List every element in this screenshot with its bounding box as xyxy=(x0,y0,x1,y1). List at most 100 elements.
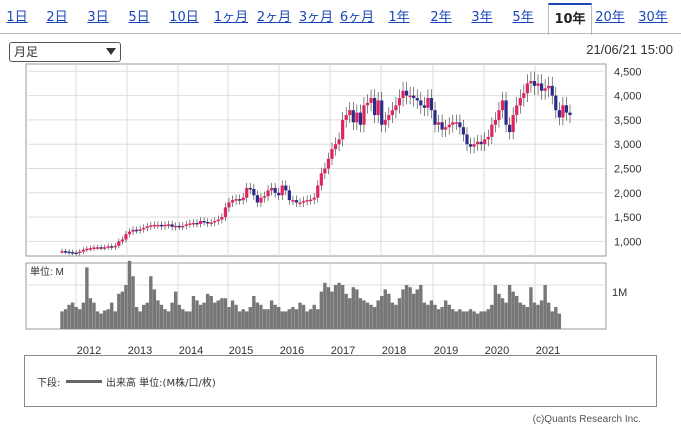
tab-5[interactable]: 1ヶ月 xyxy=(213,10,249,25)
candle xyxy=(195,222,199,225)
volume-bar xyxy=(380,296,384,329)
volume-bar xyxy=(74,307,78,329)
volume-tick-label: 1M xyxy=(612,287,627,299)
volume-bar xyxy=(483,311,487,329)
volume-bar xyxy=(138,311,142,329)
tab-14[interactable]: 20年 xyxy=(595,10,625,25)
price-plot-frame xyxy=(25,63,607,257)
volume-bar xyxy=(284,311,288,329)
volume-unit-label: 単位: M xyxy=(30,265,64,278)
tab-3[interactable]: 5日 xyxy=(128,10,150,25)
candle xyxy=(273,187,277,193)
candle xyxy=(380,100,384,125)
volume-bar xyxy=(127,260,132,329)
candle xyxy=(504,100,508,125)
tab-2[interactable]: 3日 xyxy=(87,10,109,25)
candle xyxy=(468,144,473,147)
candle xyxy=(156,224,160,227)
candle xyxy=(408,95,412,98)
volume-bar xyxy=(401,289,405,329)
copyright-notice: (c)Quants Research Inc. xyxy=(532,414,641,425)
volume-bars xyxy=(60,260,562,329)
candle xyxy=(316,185,320,198)
volume-bar xyxy=(230,300,235,329)
tab-0[interactable]: 1日 xyxy=(6,10,28,25)
volume-bar xyxy=(81,302,86,329)
candle xyxy=(394,105,398,111)
tab-10[interactable]: 2年 xyxy=(430,10,452,25)
candle xyxy=(529,81,533,84)
candle xyxy=(525,83,529,94)
chevron-down-icon xyxy=(106,48,116,55)
volume-bar xyxy=(301,304,306,329)
candle xyxy=(74,252,78,255)
candle xyxy=(245,187,249,198)
date-axis-labels: 2012 2013 2014 2015 2016 2017 2018 2019 2020 2021 xyxy=(77,345,560,355)
candle xyxy=(447,124,451,128)
year-tick-label: 2021 xyxy=(536,345,560,355)
candle xyxy=(351,110,355,123)
tab-11[interactable]: 3年 xyxy=(471,10,493,25)
candle xyxy=(476,141,480,145)
volume-bar xyxy=(92,302,96,329)
volume-bar xyxy=(390,302,395,329)
candle xyxy=(415,98,419,101)
volume-bar xyxy=(156,300,160,329)
candle xyxy=(373,98,377,116)
tab-8[interactable]: 6ヶ月 xyxy=(339,10,375,25)
price-candles xyxy=(60,71,572,256)
volume-bar xyxy=(88,298,93,329)
volume-bar xyxy=(166,311,171,329)
candle xyxy=(568,112,572,116)
volume-bar xyxy=(436,309,441,329)
volume-bar xyxy=(294,309,299,329)
candle xyxy=(479,141,483,145)
volume-bar xyxy=(70,302,75,329)
candle xyxy=(561,105,565,118)
price-tick-label: 4,500 xyxy=(614,66,642,78)
tab-12[interactable]: 5年 xyxy=(512,10,534,25)
volume-bar xyxy=(131,276,135,329)
tab-1[interactable]: 2日 xyxy=(46,10,68,25)
candle xyxy=(220,217,224,220)
candle xyxy=(170,224,174,227)
candle xyxy=(227,202,231,208)
candle xyxy=(547,85,551,89)
volume-bar xyxy=(507,285,512,329)
volume-bar xyxy=(536,304,540,329)
candle xyxy=(177,225,181,228)
tab-6[interactable]: 2ヶ月 xyxy=(256,10,292,25)
candle xyxy=(135,229,139,232)
tab-13[interactable]: 10年 xyxy=(548,3,592,35)
volume-bar xyxy=(497,293,501,329)
volume-bar xyxy=(348,298,352,329)
volume-bar xyxy=(67,304,71,329)
volume-bar xyxy=(252,296,256,329)
candle-period-select[interactable]: 月足 xyxy=(9,42,121,62)
tab-15[interactable]: 30年 xyxy=(638,10,668,25)
tab-7[interactable]: 3ヶ月 xyxy=(298,10,334,25)
candle xyxy=(124,234,128,240)
volume-bar xyxy=(408,287,412,329)
volume-bar xyxy=(117,293,121,329)
volume-bar xyxy=(234,304,238,329)
candle xyxy=(426,98,430,108)
candle xyxy=(188,223,192,225)
tab-9[interactable]: 1年 xyxy=(388,10,410,25)
candle xyxy=(309,199,313,202)
volume-bar xyxy=(113,311,117,329)
volume-bar xyxy=(184,311,189,329)
volume-bar xyxy=(213,302,217,329)
tab-4[interactable]: 10日 xyxy=(169,10,199,25)
year-tick-label: 2018 xyxy=(382,345,406,355)
candle xyxy=(472,144,476,147)
volume-bar xyxy=(337,282,341,329)
volume-bar xyxy=(220,298,224,329)
candle xyxy=(465,134,469,145)
candle xyxy=(518,98,522,106)
volume-bar xyxy=(308,309,313,329)
volume-bar xyxy=(365,302,370,329)
candle xyxy=(252,188,256,196)
volume-bar xyxy=(355,289,359,329)
candle xyxy=(106,246,110,248)
